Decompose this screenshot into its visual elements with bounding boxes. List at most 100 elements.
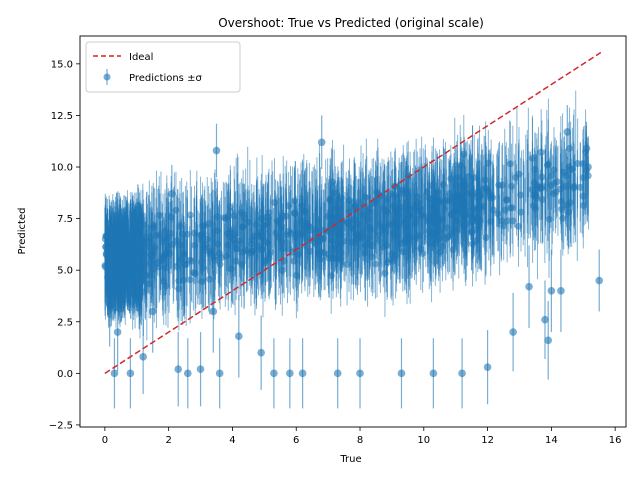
x-tick-label: 14 — [545, 435, 558, 446]
cloud-point — [115, 234, 123, 242]
x-tick-label: 8 — [357, 435, 363, 446]
cloud-point — [406, 233, 414, 241]
cloud-point — [517, 191, 525, 199]
cloud-point — [461, 200, 469, 208]
cloud-point — [533, 194, 541, 202]
axes-frame — [79, 35, 627, 428]
cloud-point — [351, 203, 359, 211]
cloud-point — [509, 217, 517, 225]
cloud-point — [448, 211, 456, 219]
x-tick-label: 16 — [609, 435, 622, 446]
cloud-point — [138, 237, 146, 245]
x-tick-label: 10 — [417, 435, 430, 446]
cloud-point — [343, 260, 351, 268]
prediction-point — [168, 190, 176, 198]
prediction-point — [541, 315, 549, 324]
legend-ideal-label: Ideal — [129, 52, 153, 63]
cloud-point — [379, 243, 387, 251]
cloud-point — [214, 240, 222, 248]
cloud-point — [473, 215, 481, 223]
cloud-point — [553, 178, 561, 186]
prediction-point — [547, 287, 556, 295]
prediction-point — [557, 287, 565, 295]
cloud-point — [306, 247, 314, 255]
cloud-point — [121, 251, 129, 259]
cloud-point — [475, 221, 483, 229]
prediction-point — [333, 369, 342, 378]
cloud-point — [565, 208, 573, 216]
plot-area — [101, 51, 604, 409]
cloud-point — [313, 241, 321, 249]
chart-title: Overshoot: True vs Predicted (original s… — [218, 16, 484, 30]
legend: Ideal Predictions ±σ — [85, 41, 241, 93]
prediction-point — [458, 369, 466, 378]
cloud-point — [319, 226, 327, 234]
x-tick-label: 6 — [293, 435, 299, 446]
cloud-point — [550, 166, 558, 174]
prediction-point — [183, 369, 192, 378]
x-tick-label: 0 — [102, 435, 108, 446]
prediction-cloud — [101, 90, 592, 341]
y-tick-label: 0.0 — [57, 369, 73, 380]
prediction-point — [257, 348, 265, 357]
cloud-point — [150, 221, 158, 229]
prediction-point — [317, 138, 326, 147]
cloud-point — [198, 258, 206, 266]
prediction-point — [105, 301, 114, 310]
cloud-point — [392, 251, 400, 259]
prediction-point — [209, 307, 218, 316]
cloud-point — [337, 249, 345, 257]
cloud-point — [231, 212, 239, 220]
y-axis-ticks: −2.5 0.0 2.5 5.0 7.5 10.0 12.5 15.0 — [49, 59, 80, 431]
cloud-point — [432, 230, 440, 238]
cloud-point — [468, 228, 476, 236]
cloud-point — [424, 213, 432, 221]
legend-box — [85, 41, 241, 93]
y-tick-label: 10.0 — [51, 163, 73, 174]
prediction-point — [212, 146, 221, 155]
cloud-point — [330, 189, 338, 197]
prediction-point — [356, 369, 364, 378]
prediction-point — [110, 369, 119, 378]
cloud-point — [412, 234, 420, 242]
cloud-point — [358, 234, 366, 242]
cloud-point — [579, 201, 587, 209]
cloud-point — [371, 260, 379, 268]
y-axis-label: Predicted — [17, 208, 28, 255]
cloud-point — [452, 181, 460, 189]
prediction-points — [102, 105, 604, 409]
prediction-point — [120, 266, 128, 274]
legend-predictions-marker — [103, 73, 111, 81]
cloud-point — [503, 217, 511, 225]
prediction-point — [132, 241, 141, 250]
prediction-point — [174, 365, 183, 374]
cloud-point — [291, 197, 299, 205]
cloud-point — [444, 224, 452, 232]
prediction-point — [582, 144, 591, 153]
prediction-point — [584, 163, 592, 171]
x-axis-label: True — [339, 454, 361, 465]
cloud-point — [186, 276, 194, 284]
prediction-point — [148, 307, 157, 316]
prediction-point — [286, 369, 294, 378]
cloud-point — [427, 218, 435, 226]
cloud-point — [259, 228, 267, 236]
cloud-point — [206, 275, 214, 283]
legend-predictions-label: Predictions ±σ — [129, 73, 202, 84]
cloud-point — [136, 293, 144, 301]
x-tick-label: 2 — [165, 435, 171, 446]
prediction-point — [215, 369, 224, 378]
prediction-point — [158, 256, 167, 264]
prediction-point — [569, 183, 578, 192]
cloud-point — [430, 211, 438, 219]
y-tick-label: 2.5 — [57, 317, 73, 328]
cloud-point — [381, 269, 389, 277]
x-tick-label: 12 — [481, 435, 494, 446]
cloud-point — [229, 236, 237, 244]
cloud-point — [186, 211, 194, 219]
x-tick-label: 4 — [229, 435, 235, 446]
prediction-point — [270, 369, 278, 378]
cloud-point — [486, 191, 494, 199]
cloud-point — [503, 196, 511, 204]
